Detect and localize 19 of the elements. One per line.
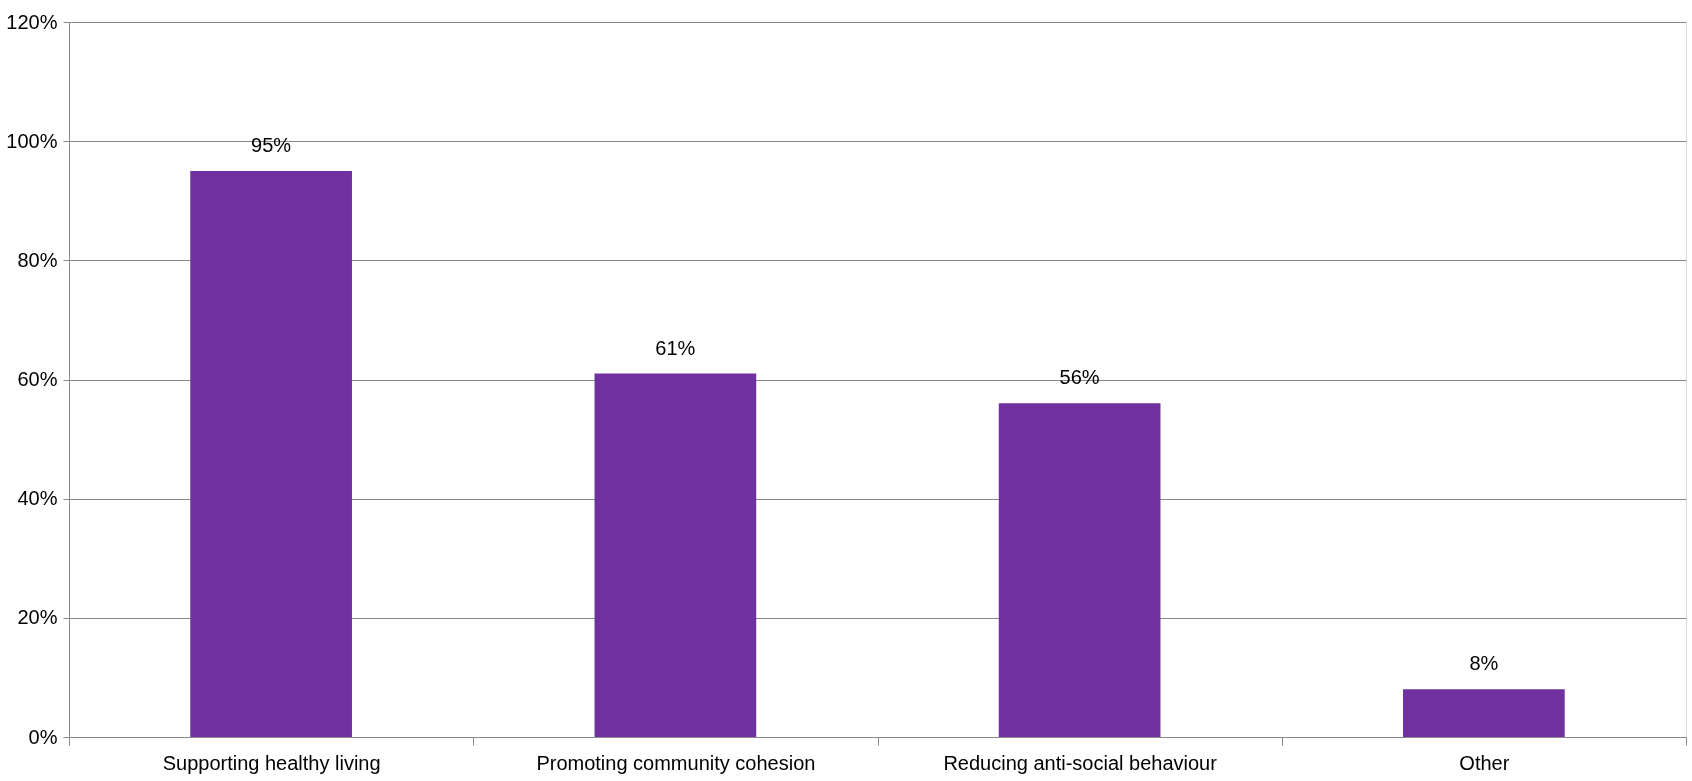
bar [998, 403, 1161, 737]
bar [190, 170, 352, 737]
bar [1403, 689, 1565, 737]
data-label: 8% [1469, 652, 1499, 675]
y-tick-label: 80% [17, 248, 58, 271]
x-tick-label: Reducing anti-social behaviour [943, 751, 1218, 774]
y-tick-label: 0% [28, 725, 58, 748]
bar [594, 373, 757, 737]
data-label: 56% [1059, 366, 1100, 389]
x-tick-label: Other [1459, 751, 1510, 774]
y-tick-label: 120% [6, 10, 58, 33]
x-tick-label: Supporting healthy living [162, 751, 381, 774]
y-tick-label: 100% [6, 129, 58, 152]
y-tick-label: 20% [17, 606, 58, 629]
data-label: 95% [251, 133, 292, 156]
y-tick-label: 60% [17, 368, 58, 390]
data-label: 61% [655, 336, 696, 359]
x-tick-label: Promoting community cohesion [536, 751, 816, 774]
y-tick-label: 40% [17, 487, 58, 510]
